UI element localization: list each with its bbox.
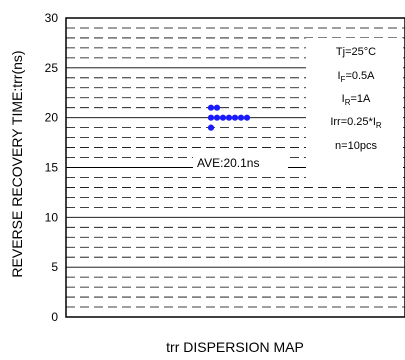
data-point bbox=[243, 114, 251, 121]
average-annotation: AVE:20.1ns bbox=[193, 150, 288, 174]
x-axis-title: trr DISPERSION MAP bbox=[166, 339, 304, 355]
data-point bbox=[231, 114, 239, 121]
data-point bbox=[219, 114, 227, 121]
condition-line: IF=0.5A bbox=[337, 70, 375, 84]
average-background bbox=[193, 150, 288, 174]
y-axis-title: REVERSE RECOVERY TIME:trr(ns) bbox=[9, 50, 25, 277]
y-tick-label: 5 bbox=[51, 260, 58, 274]
condition-line: Tj=25°C bbox=[336, 46, 376, 58]
data-point bbox=[207, 104, 215, 111]
conditions-annotation: Tj=25°C IF=0.5A IR=1A Irr=0.25*IR n=10pcs bbox=[306, 38, 403, 180]
y-tick-label: 20 bbox=[45, 111, 59, 125]
conditions-background bbox=[306, 38, 403, 180]
data-points bbox=[207, 104, 251, 131]
y-tick-label: 25 bbox=[45, 61, 59, 75]
data-point bbox=[237, 114, 245, 121]
condition-line: IR=1A bbox=[342, 93, 371, 107]
average-label: AVE:20.1ns bbox=[197, 156, 259, 170]
condition-line: n=10pcs bbox=[335, 140, 377, 152]
data-point bbox=[207, 114, 215, 121]
data-point bbox=[213, 114, 221, 121]
data-point bbox=[207, 124, 215, 131]
y-tick-label: 0 bbox=[51, 310, 58, 324]
y-tick-label: 30 bbox=[45, 11, 59, 25]
plot-area-frame bbox=[65, 17, 405, 318]
data-point bbox=[225, 114, 233, 121]
data-point bbox=[213, 104, 221, 111]
y-tick-label: 10 bbox=[45, 210, 59, 224]
condition-line: Irr=0.25*IR bbox=[330, 116, 382, 130]
y-axis-ticks: 0 5 10 15 20 25 30 bbox=[45, 11, 59, 324]
y-tick-label: 15 bbox=[45, 161, 59, 175]
